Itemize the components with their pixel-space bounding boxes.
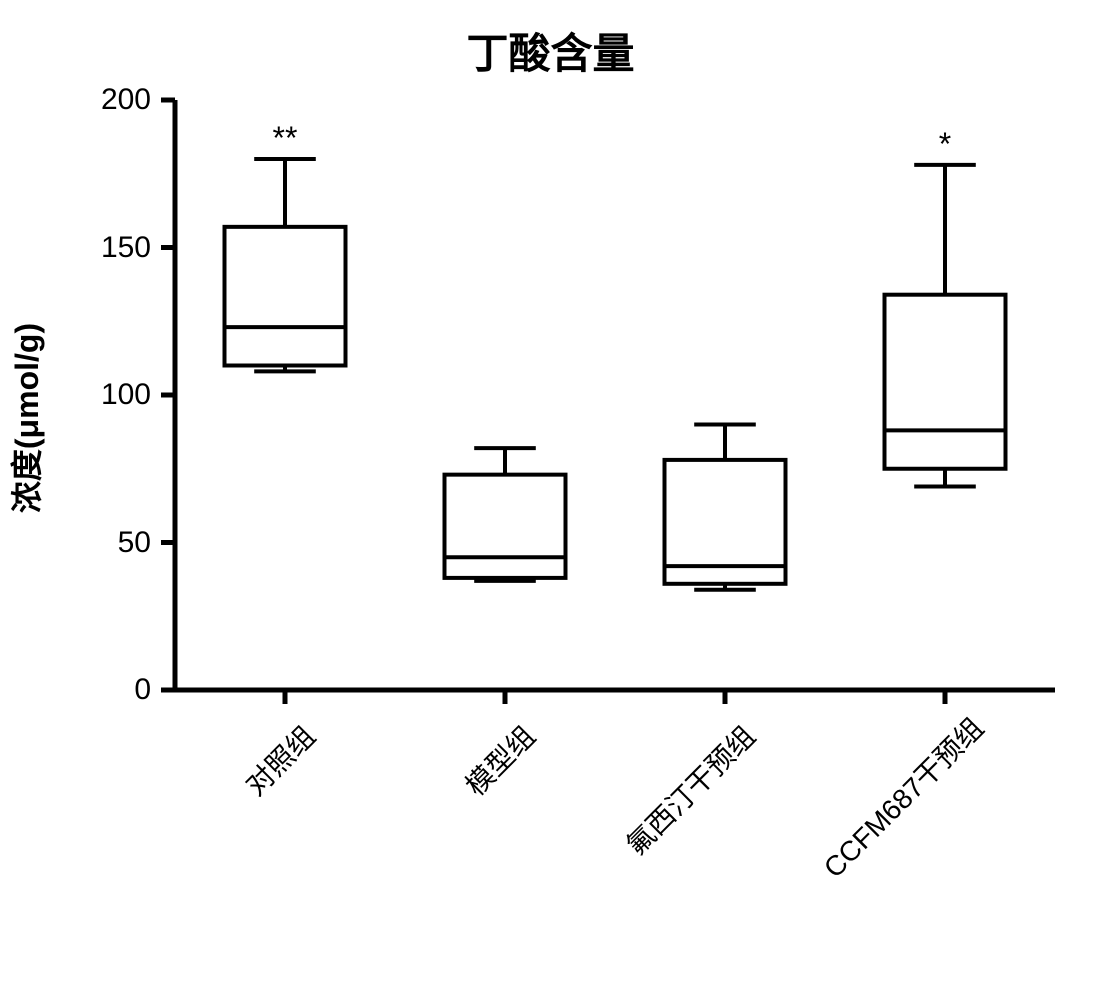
significance-label: ** <box>273 120 298 157</box>
significance-label: * <box>939 126 951 163</box>
y-tick-label: 200 <box>0 83 151 117</box>
y-tick-label: 0 <box>0 673 151 707</box>
y-tick-label: 50 <box>0 526 151 560</box>
y-tick-label: 150 <box>0 231 151 265</box>
y-tick-label: 100 <box>0 378 151 412</box>
chart-container: 丁酸含量 浓度(μmol/g) 050100150200对照组**模型组氟西汀干… <box>0 0 1101 1006</box>
